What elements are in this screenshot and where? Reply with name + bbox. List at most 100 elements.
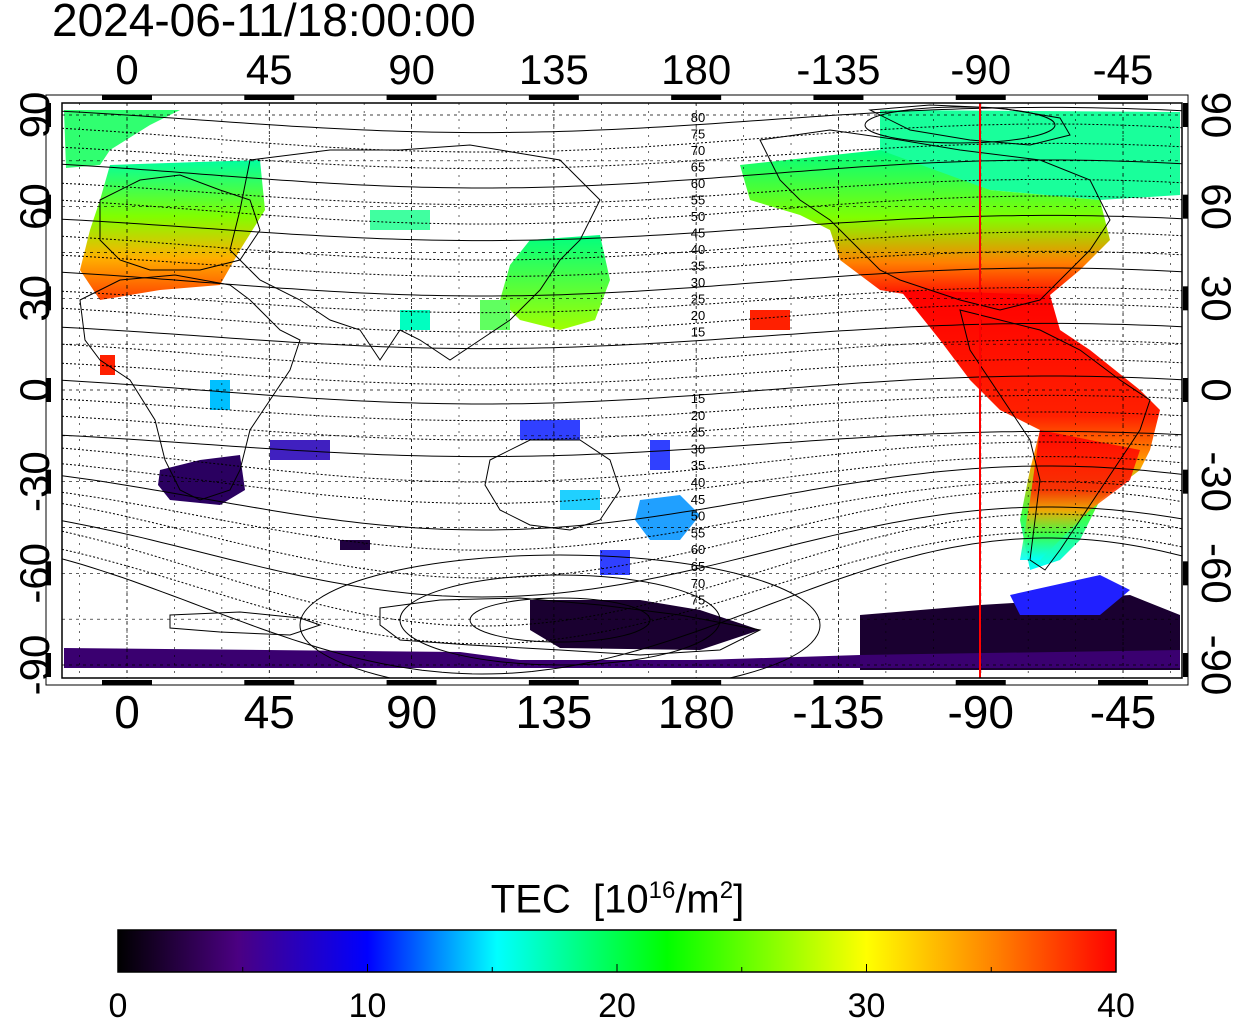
edge-tick-top	[244, 95, 295, 100]
lon-tick-bottom: -45	[1090, 686, 1156, 738]
contour-label-south: 55	[691, 525, 705, 540]
contour-line	[62, 303, 1182, 333]
contour-line	[62, 506, 1182, 598]
edge-tick-left	[46, 653, 51, 677]
edge-tick-right	[1183, 194, 1188, 219]
edge-tick-left	[46, 103, 51, 127]
contour-label-north: 60	[691, 176, 705, 191]
contour-line	[62, 411, 1182, 441]
lon-tick-bottom: 90	[386, 686, 437, 738]
contour-line	[62, 481, 1182, 551]
edge-tick-right	[1183, 561, 1188, 586]
edge-tick-top	[528, 95, 579, 100]
contour-label-south: 75	[691, 593, 705, 608]
colorbar-tick-label: 10	[349, 987, 387, 1021]
map-border	[61, 102, 1183, 679]
edge-tick-bottom	[1098, 680, 1149, 685]
edge-tick-left	[46, 469, 51, 494]
contour-label-north: 15	[691, 325, 705, 340]
contour-label-north: 75	[691, 127, 705, 142]
timestamp-title: 2024-06-11/18:00:00	[52, 0, 476, 46]
contour-line	[62, 250, 1182, 278]
lon-tick-bottom: 180	[658, 686, 735, 738]
edge-tick-right	[1183, 469, 1188, 494]
contour-line	[62, 375, 1182, 405]
contour-label-north: 35	[691, 259, 705, 274]
lat-tick-right: 30	[1193, 275, 1235, 322]
contour-label-north: 70	[691, 143, 705, 158]
lat-tick-left: 90	[11, 92, 58, 139]
contour-line	[62, 231, 1182, 261]
lon-tick-bottom: 0	[114, 686, 140, 738]
contour-line	[62, 456, 1182, 504]
edge-tick-bottom	[528, 680, 579, 685]
contour-label-south: 50	[691, 509, 705, 524]
colorbar-tick-label: 0	[109, 987, 128, 1021]
colorbar-tick-label: 20	[598, 987, 636, 1021]
lat-tick-right: 0	[1193, 378, 1235, 401]
lat-tick-right: -90	[1193, 635, 1235, 696]
lat-tick-left: 0	[11, 378, 58, 401]
contour-line	[62, 267, 1182, 297]
colorbar-title: TEC [1016/m2]	[490, 877, 745, 922]
contour-label-north: 65	[691, 160, 705, 175]
contour-line	[62, 358, 1182, 386]
edge-tick-left	[46, 194, 51, 219]
contour-line	[62, 394, 1182, 422]
contour-line	[62, 513, 1182, 627]
lon-tick-top: 90	[388, 46, 435, 93]
lat-tick-left: 60	[11, 183, 58, 230]
contour-line	[62, 465, 1182, 531]
edge-tick-bottom	[102, 680, 152, 685]
contour-line	[62, 430, 1182, 458]
lat-tick-left: -90	[11, 635, 58, 696]
contour-line	[62, 178, 1182, 206]
contour-label-south: 40	[691, 475, 705, 490]
lat-tick-left: 30	[11, 275, 58, 322]
lon-tick-bottom: 135	[515, 686, 592, 738]
edge-tick-top	[386, 95, 437, 100]
contour-label-north: 55	[691, 193, 705, 208]
edge-tick-bottom	[955, 680, 1006, 685]
contour-line	[62, 531, 1182, 645]
lat-tick-left: -30	[11, 451, 58, 512]
colorbar-ticks: 0 10 20 30 40	[109, 964, 1135, 1021]
lon-tick-top: 180	[661, 46, 731, 93]
contour-ellipse-north	[864, 106, 1056, 144]
lat-tick-right: -60	[1193, 543, 1235, 604]
contour-label-south: 25	[691, 425, 705, 440]
contour-ellipse	[399, 574, 721, 666]
contour-label-north: 45	[691, 226, 705, 241]
contour-label-north: 50	[691, 209, 705, 224]
edge-tick-left	[46, 378, 51, 402]
contour-label-north: 80	[691, 110, 705, 125]
lon-tick-top: 45	[246, 46, 293, 93]
contour-ellipse	[299, 554, 821, 678]
edge-tick-left	[46, 286, 51, 311]
lon-tick-top: 135	[519, 46, 589, 93]
lat-tick-right: -30	[1193, 451, 1235, 512]
lat-tick-right: 90	[1193, 92, 1235, 139]
edge-tick-bottom	[671, 680, 722, 685]
lon-tick-top: 0	[115, 46, 138, 93]
edge-tick-left	[46, 561, 51, 586]
edge-tick-top	[671, 95, 722, 100]
contour-line	[62, 441, 1182, 483]
lon-tick-top: -90	[950, 46, 1011, 93]
contour-line	[62, 537, 1182, 675]
edge-tick-bottom	[813, 680, 864, 685]
contour-label-south: 70	[691, 576, 705, 591]
edge-tick-marks	[46, 95, 1188, 685]
lon-tick-top: -135	[796, 46, 880, 93]
contour-label-south: 35	[691, 458, 705, 473]
lat-tick-right: 60	[1193, 183, 1235, 230]
lon-tick-bottom: 45	[244, 686, 295, 738]
contour-line	[62, 159, 1182, 189]
lon-tick-bottom: -135	[792, 686, 884, 738]
edge-tick-right	[1183, 286, 1188, 311]
contour-label-south: 60	[691, 542, 705, 557]
contour-line	[62, 339, 1182, 369]
contour-label-south: 45	[691, 492, 705, 507]
contour-label-north: 40	[691, 242, 705, 257]
